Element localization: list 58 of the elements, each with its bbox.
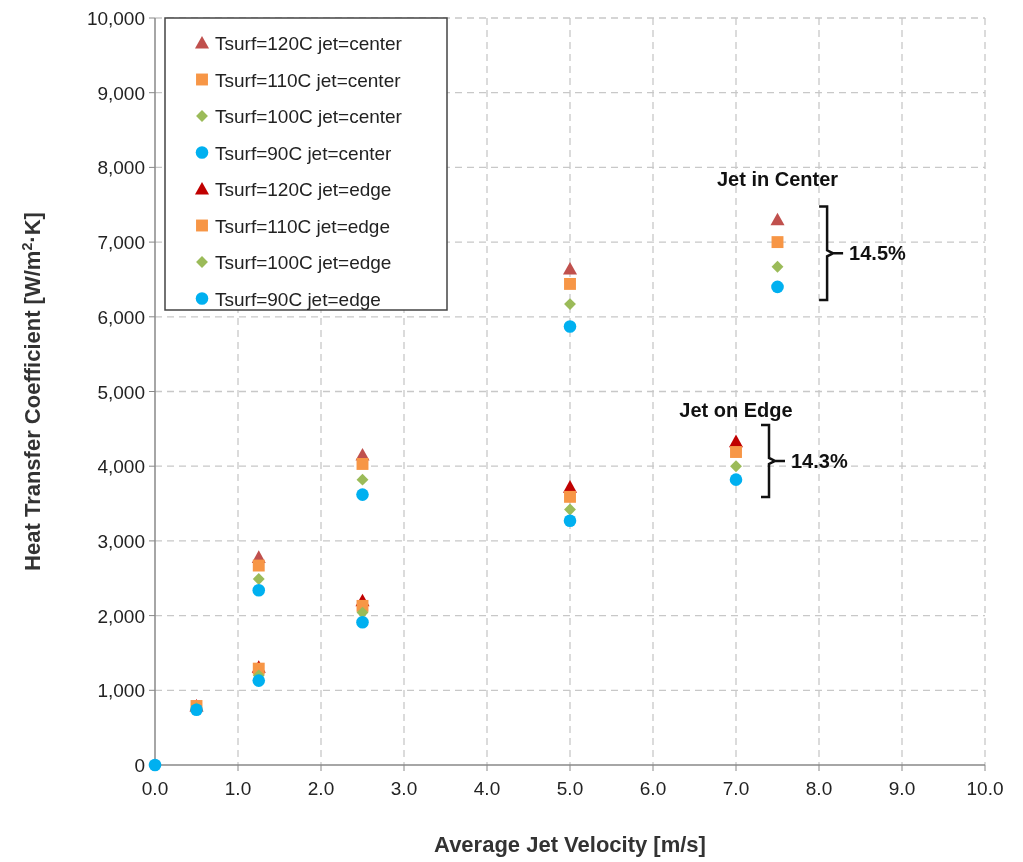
point	[252, 674, 266, 687]
point	[729, 473, 743, 486]
point	[356, 473, 369, 486]
annotation: Jet on Edge	[679, 399, 793, 422]
x-tick-label: 9.0	[888, 778, 916, 799]
point	[252, 573, 265, 585]
x-tick-label: 10.0	[966, 778, 1004, 799]
y-tick-label: 9,000	[97, 82, 145, 104]
x-tick-label: 0.0	[141, 778, 169, 799]
point	[563, 261, 577, 275]
annotation: Jet in Center	[716, 167, 839, 190]
y-tick-label: 1,000	[97, 680, 145, 702]
legend-label: Tsurf=90C jet=center	[215, 142, 393, 164]
x-axis-title: Average Jet Velocity [m/s]	[434, 832, 706, 857]
legend-label: Tsurf=120C jet=edge	[215, 179, 392, 200]
y-tick-label: 6,000	[97, 306, 145, 328]
point	[356, 488, 369, 501]
point	[564, 277, 576, 290]
x-tick-label: 4.0	[473, 778, 501, 799]
x-tick-label: 7.0	[722, 778, 750, 799]
y-tick-label: 3,000	[97, 530, 145, 552]
y-tick-label: 4,000	[97, 456, 145, 478]
point	[563, 514, 577, 528]
y-tick-label: 8,000	[97, 157, 145, 179]
legend-label: Tsurf=110C jet=edge	[215, 215, 390, 237]
point	[356, 458, 369, 470]
point	[564, 298, 576, 311]
point	[252, 559, 265, 572]
annotation: 14.3%	[791, 449, 848, 472]
point	[770, 212, 785, 226]
point	[771, 280, 784, 294]
point	[563, 320, 577, 333]
point	[564, 490, 576, 503]
y-tick-label: 7,000	[97, 232, 145, 254]
y-tick-label: 5,000	[97, 381, 145, 403]
point	[252, 583, 266, 597]
y-tick-label: 10,000	[86, 8, 145, 29]
annotation: 14.5%	[849, 242, 907, 265]
point	[564, 503, 576, 516]
x-tick-label: 6.0	[639, 778, 667, 799]
x-tick-label: 5.0	[556, 778, 584, 799]
legend-label: Tsurf=90C jet=edge	[215, 288, 381, 310]
legend-label: Tsurf=110C jet=center	[215, 69, 402, 91]
x-tick-label: 3.0	[390, 778, 418, 799]
point	[356, 616, 369, 629]
y-tick-label: 0	[134, 755, 145, 776]
x-tick-label: 2.0	[307, 778, 335, 799]
legend-label: Tsurf=100C jet=center	[215, 106, 403, 127]
legend-label: Tsurf=120C jet=center	[215, 33, 403, 54]
point	[148, 758, 162, 772]
x-tick-label: 8.0	[805, 778, 833, 799]
point	[730, 446, 742, 458]
point	[771, 236, 784, 249]
x-tick-label: 1.0	[224, 778, 252, 799]
point	[771, 260, 784, 273]
point	[730, 460, 742, 473]
y-tick-label: 2,000	[97, 605, 145, 627]
legend-label: Tsurf=100C jet=edge	[215, 252, 392, 273]
